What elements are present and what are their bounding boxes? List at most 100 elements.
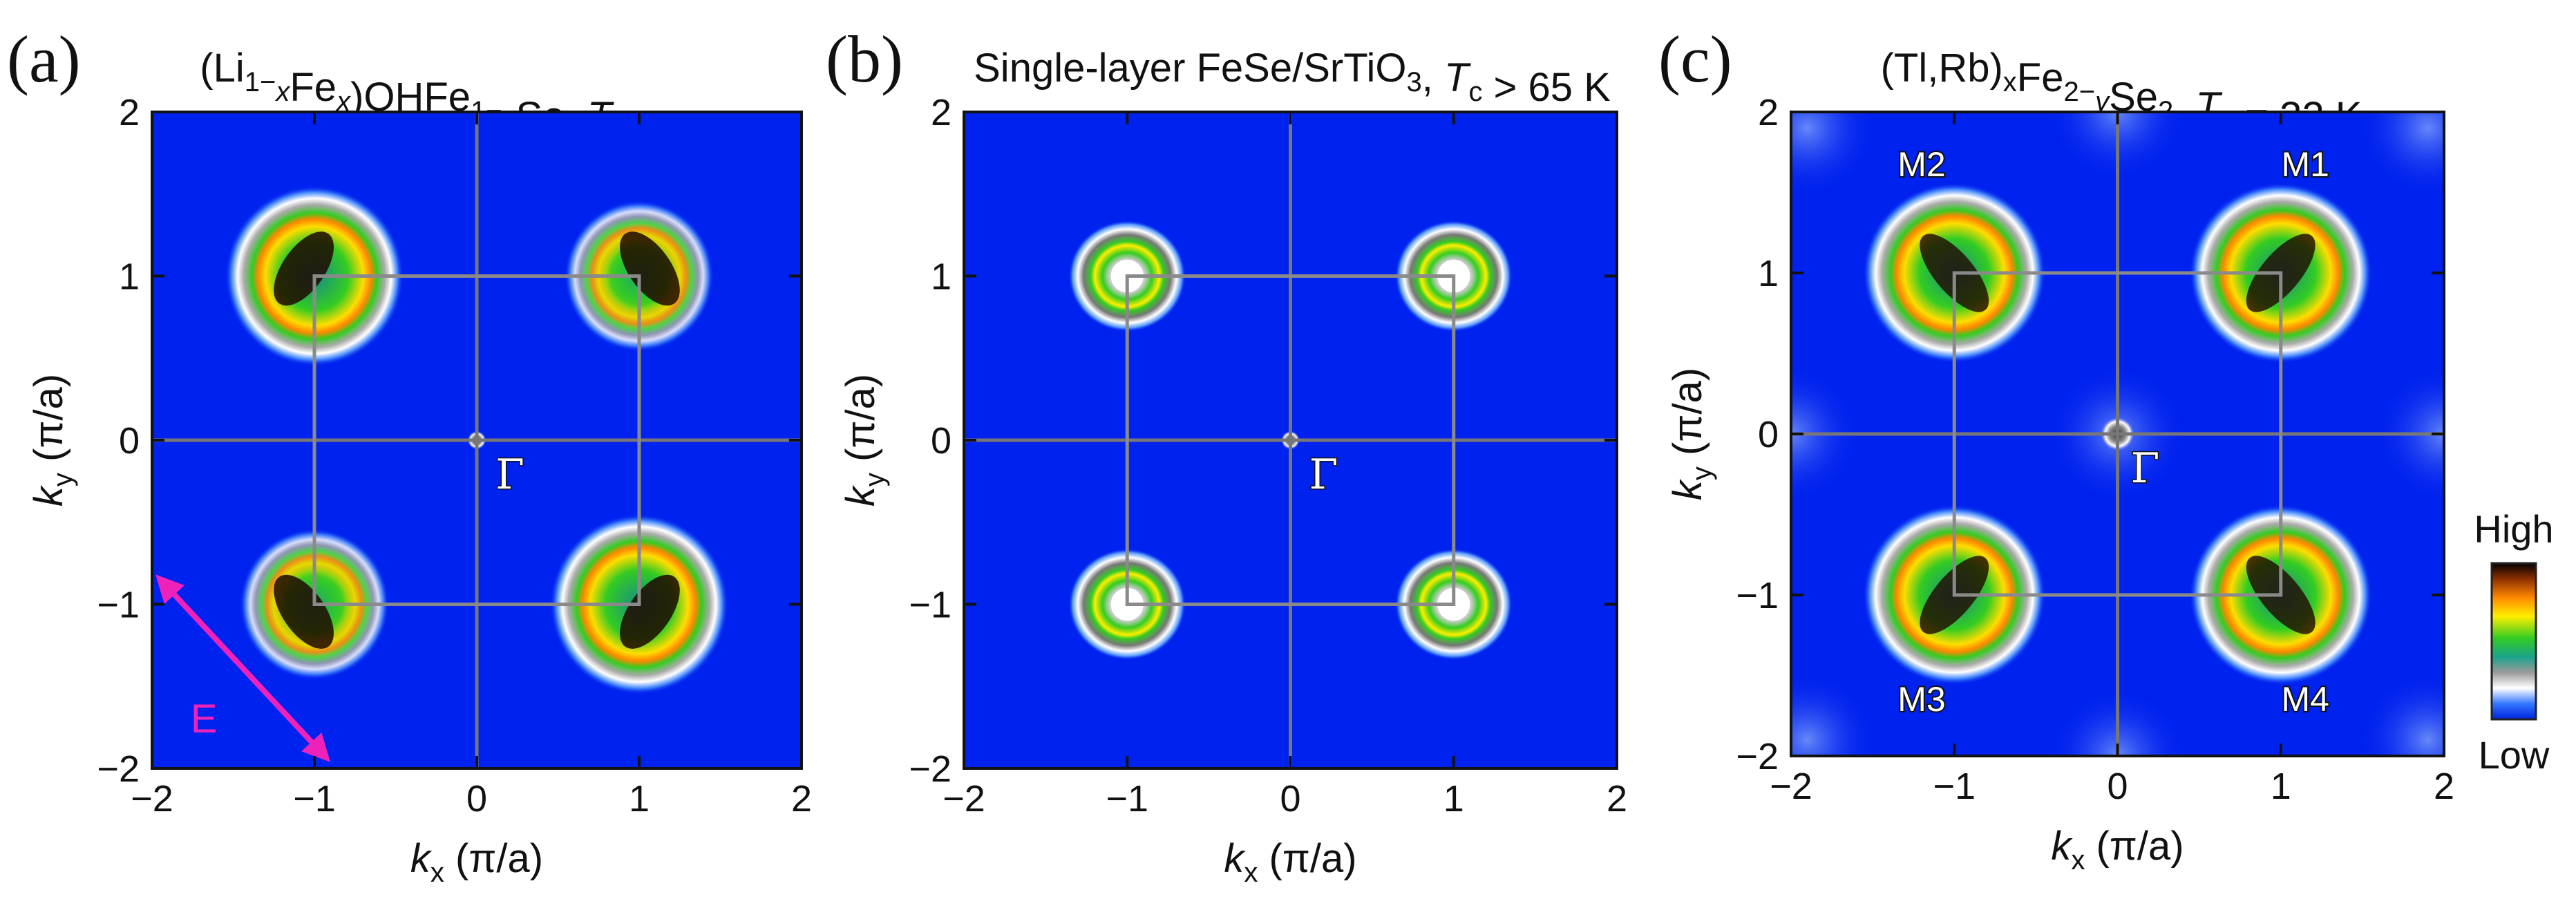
replica-blob	[2359, 112, 2444, 196]
y-tick-label: −1	[909, 585, 951, 626]
replica-blob	[1791, 672, 1876, 756]
y-axis-label: ky (π/a)	[838, 374, 890, 507]
y-tick-label: 0	[119, 420, 140, 462]
title-part: 3	[1407, 67, 1422, 97]
brillouin-zone	[1125, 274, 1456, 606]
panel-b: (b) Single-layer FeSe/SrTiO3, Tc > 65 K Γ −…	[826, 22, 1627, 888]
x-axis-k: k	[1224, 836, 1246, 881]
title-part: x	[274, 77, 291, 107]
x-tick-label: −1	[1106, 778, 1148, 820]
panel-letter-c: (c)	[1658, 22, 1732, 96]
x-axis-k: k	[410, 836, 433, 881]
x-axis-sub: x	[2071, 845, 2085, 876]
x-tick-label: −1	[293, 778, 336, 820]
y-axis-label: ky (π/a)	[1665, 368, 1717, 500]
x-axis-unit: (π/a)	[444, 836, 543, 881]
gamma-label: Γ	[2131, 444, 2160, 493]
y-axis-sub: y	[48, 473, 78, 486]
y-axis-sub: y	[860, 473, 890, 486]
replica-blob	[2359, 672, 2444, 756]
pocket-hotspot	[620, 574, 680, 649]
plot-content	[1791, 112, 2444, 756]
y-tick-label: 0	[931, 420, 951, 462]
pocket-label-m4: M4	[2281, 680, 2329, 719]
y-tick-label: −2	[1736, 736, 1779, 777]
polarization-arrow	[155, 574, 331, 762]
polarization-label: E	[191, 697, 218, 741]
x-tick-label: 0	[1280, 778, 1300, 820]
pocket-label-m2: M2	[1897, 145, 1945, 184]
gamma-label: Γ	[495, 451, 524, 499]
y-tick-label: 1	[1758, 253, 1779, 294]
brillouin-zone	[312, 274, 641, 606]
x-tick-label: 2	[2434, 766, 2454, 807]
y-tick-label: 2	[1758, 92, 1779, 133]
x-tick-label: −2	[131, 778, 173, 820]
title-part: c	[1468, 77, 1482, 107]
plot-content	[964, 112, 1617, 768]
title-part: (Li	[200, 46, 244, 91]
title-part: Single-layer FeSe/SrTiO	[974, 46, 1406, 91]
y-axis-k: k	[26, 484, 71, 507]
panel-a: (a)(Li1−xFex)OHFe1−ySe, Tc = 41 KΓE−2−10…	[7, 22, 812, 888]
panel-letter-b: (b)	[826, 22, 903, 96]
panels: (a)(Li1−xFex)OHFe1−ySe, Tc = 41 KΓE−2−10…	[7, 22, 2454, 888]
x-tick-label: 2	[791, 778, 812, 820]
title-part: (Tl,Rb)	[1881, 46, 2003, 91]
title-part: Fe	[2017, 55, 2064, 100]
y-tick-label: −2	[97, 748, 140, 790]
y-tick-label: 2	[119, 92, 140, 133]
x-axis-sub: x	[1244, 858, 1258, 888]
colorbar: High Low	[2474, 507, 2553, 777]
y-axis-unit: (π/a)	[838, 374, 883, 473]
x-axis-k: k	[2051, 824, 2073, 869]
title-part: T	[1444, 55, 1471, 100]
x-axis-label: kx (π/a)	[2051, 824, 2184, 876]
colorbar-low-label: Low	[2479, 733, 2550, 777]
x-tick-label: 0	[466, 778, 487, 820]
pocket-label-m1: M1	[2281, 145, 2329, 184]
title-part: Fe	[290, 65, 337, 110]
title-part: 2−	[2063, 77, 2095, 107]
title-part: > 65 K	[1482, 65, 1611, 110]
y-tick-label: 1	[119, 256, 140, 298]
x-tick-label: 1	[629, 778, 650, 820]
x-tick-label: −2	[1770, 766, 1812, 807]
x-tick-label: −1	[1933, 766, 1976, 807]
y-tick-label: −1	[97, 585, 140, 626]
title-part: 1−	[245, 67, 276, 97]
y-axis-sub: y	[1687, 466, 1717, 480]
y-axis-unit: (π/a)	[26, 374, 71, 473]
colorbar-high-label: High	[2474, 507, 2553, 551]
y-axis-k: k	[1665, 478, 1710, 500]
y-tick-label: 0	[1758, 414, 1779, 455]
y-tick-label: −2	[909, 748, 951, 790]
colorbar-gradient	[2490, 562, 2537, 721]
x-axis-label: kx (π/a)	[410, 836, 543, 888]
brillouin-zone	[1952, 271, 2283, 597]
title-part: ,	[1422, 55, 1444, 100]
x-tick-label: 1	[2271, 766, 2291, 807]
y-axis-unit: (π/a)	[1665, 368, 1710, 466]
pocket-hotspot	[620, 231, 680, 306]
x-tick-label: −2	[943, 778, 985, 820]
replica-blob	[1791, 112, 1876, 196]
x-axis-sub: x	[430, 858, 444, 888]
x-axis-unit: (π/a)	[1258, 836, 1356, 881]
y-tick-label: −1	[1736, 575, 1779, 616]
x-axis-label: kx (π/a)	[1224, 836, 1356, 888]
panel-title-b: Single-layer FeSe/SrTiO3, Tc > 65 K	[974, 46, 1611, 110]
y-tick-label: 1	[931, 256, 951, 298]
pocket-hotspot	[274, 231, 334, 306]
title-part: x	[2003, 67, 2017, 97]
y-axis-k: k	[838, 484, 883, 507]
panel-letter-a: (a)	[7, 22, 81, 96]
pocket-label-m3: M3	[1897, 680, 1945, 719]
x-tick-label: 1	[1443, 778, 1464, 820]
y-axis-label: ky (π/a)	[26, 374, 78, 507]
x-tick-label: 2	[1607, 778, 1627, 820]
x-axis-unit: (π/a)	[2085, 824, 2184, 869]
gamma-label: Γ	[1309, 451, 1338, 499]
x-tick-label: 0	[2107, 766, 2128, 807]
